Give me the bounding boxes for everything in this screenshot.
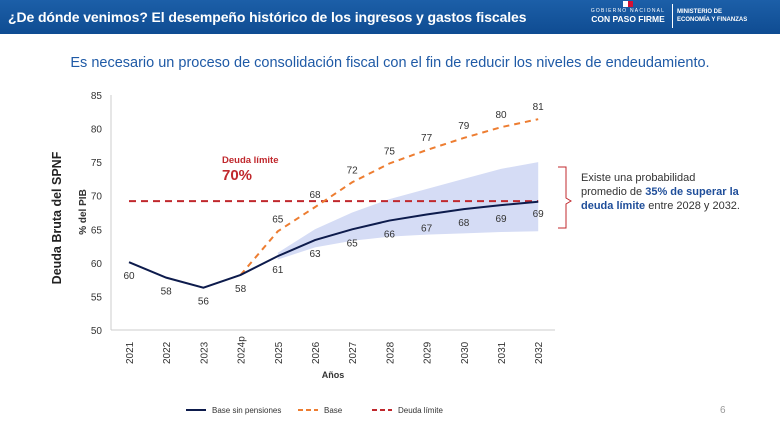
x-tick-label: 2024p xyxy=(237,336,248,364)
x-tick-label: 2025 xyxy=(274,341,285,364)
brace-icon xyxy=(558,166,572,229)
base-line xyxy=(239,118,539,276)
note-pre: Existe una probabilidad promedio de xyxy=(581,172,696,198)
y-axis-title: % del PIB xyxy=(78,189,89,235)
base-sin-pensiones-data-label: 66 xyxy=(384,230,396,241)
x-axis-title: Años xyxy=(322,370,345,380)
x-tick-label: 2029 xyxy=(423,341,434,364)
y-tick-label: 80 xyxy=(91,125,103,136)
base-data-label: 75 xyxy=(384,146,396,157)
base-sin-pensiones-data-label: 60 xyxy=(123,271,135,282)
legend-label: Deuda límite xyxy=(398,406,443,415)
note-post: entre 2028 y 2032. xyxy=(645,200,740,212)
base-sin-pensiones-data-label: 56 xyxy=(198,297,210,308)
ministry-line-1: MINISTERIO DE xyxy=(677,9,723,15)
x-tick-label: 2026 xyxy=(311,341,322,364)
base-data-label: 77 xyxy=(421,133,433,144)
y-tick-label: 60 xyxy=(91,259,103,270)
base-sin-pensiones-data-label: 68 xyxy=(458,218,470,229)
base-data-label: 68 xyxy=(309,190,321,201)
x-tick-label: 2022 xyxy=(162,341,173,364)
base-sin-pensiones-data-label: 69 xyxy=(495,214,507,225)
base-sin-pensiones-data-label: 69 xyxy=(533,209,545,220)
x-tick-label: 2023 xyxy=(199,341,210,364)
annotation-label: Deuda límite xyxy=(222,155,279,166)
confidence-band xyxy=(277,162,539,260)
page-number: 6 xyxy=(720,405,726,416)
base-sin-pensiones-data-label: 58 xyxy=(161,287,173,298)
header-bar: ¿De dónde venimos? El desempeño históric… xyxy=(0,0,780,34)
base-sin-pensiones-data-label: 65 xyxy=(347,238,359,249)
legend-label: Base xyxy=(324,406,343,415)
divider xyxy=(672,4,673,28)
legend-label: Base sin pensiones xyxy=(212,406,281,415)
base-data-label: 65 xyxy=(272,214,284,225)
ministry-logo: MINISTERIO DE ECONOMÍA Y FINANZAS xyxy=(677,8,747,24)
x-tick-label: 2027 xyxy=(348,341,359,364)
y-tick-label: 85 xyxy=(91,91,103,102)
x-tick-label: 2021 xyxy=(125,341,136,364)
x-tick-label: 2030 xyxy=(460,341,471,364)
note-bold: 35% de superar la deuda límite xyxy=(581,186,739,212)
annotation-value: 70% xyxy=(222,167,252,184)
y-tick-label: 70 xyxy=(91,192,103,203)
y-tick-label: 50 xyxy=(91,326,103,337)
y-tick-label: 75 xyxy=(91,158,103,169)
x-tick-label: 2028 xyxy=(385,341,396,364)
page-title: ¿De dónde venimos? El desempeño históric… xyxy=(8,9,527,25)
probability-note: Existe una probabilidad promedio de 35% … xyxy=(581,171,741,213)
base-sin-pensiones-data-label: 58 xyxy=(235,284,247,295)
government-logo-main: CON PASO FIRME xyxy=(591,14,665,24)
x-tick-label: 2032 xyxy=(534,341,545,364)
y-tick-label: 65 xyxy=(91,225,103,236)
y-tick-label: 55 xyxy=(91,292,103,303)
base-data-label: 81 xyxy=(533,102,545,113)
base-sin-pensiones-data-label: 67 xyxy=(421,224,433,235)
base-sin-pensiones-data-label: 63 xyxy=(309,249,321,260)
base-data-label: 79 xyxy=(458,121,470,132)
base-sin-pensiones-data-label: 61 xyxy=(272,265,284,276)
base-data-label: 72 xyxy=(347,165,359,176)
panama-flag-icon xyxy=(623,1,633,7)
x-tick-label: 2031 xyxy=(497,341,508,364)
government-logo: GOBIERNO NACIONAL CON PASO FIRME xyxy=(588,8,668,24)
ministry-line-2: ECONOMÍA Y FINANZAS xyxy=(677,17,748,23)
base-sin-pensiones-line xyxy=(128,200,539,289)
government-logo-top: GOBIERNO NACIONAL xyxy=(590,8,666,14)
subtitle: Es necesario un proceso de consolidación… xyxy=(70,55,710,71)
outer-label: Deuda Bruta del SPNF xyxy=(50,151,64,284)
base-data-label: 80 xyxy=(495,110,507,121)
